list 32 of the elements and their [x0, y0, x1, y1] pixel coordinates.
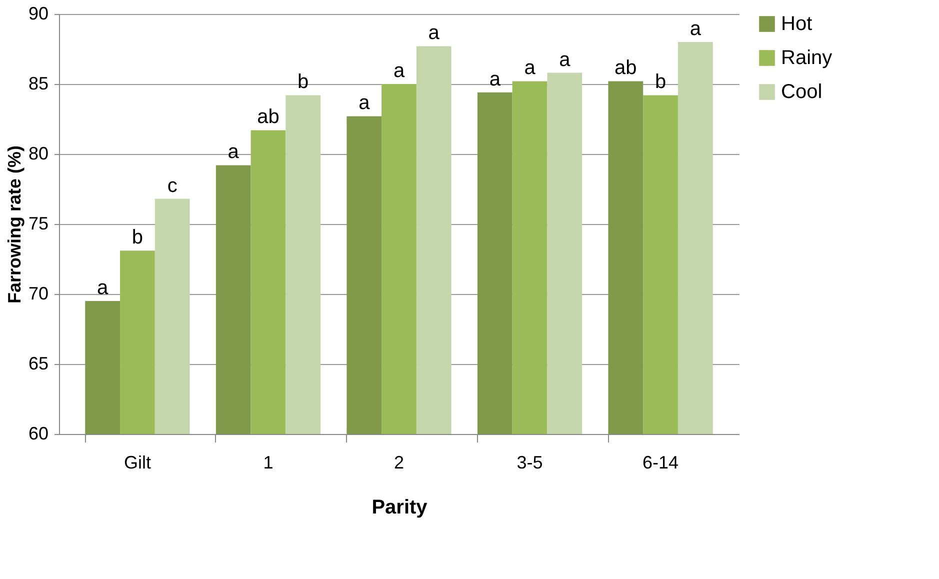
y-tick-label: 60 [28, 424, 48, 444]
data-label: ab [614, 57, 637, 80]
data-label: a [358, 92, 371, 114]
y-tick-label: 90 [28, 4, 48, 24]
x-tick-label: 6-14 [642, 452, 679, 472]
data-label: a [489, 68, 502, 90]
x-tick-label: 1 [263, 452, 274, 472]
data-label: b [298, 71, 309, 94]
legend-label: Rainy [781, 47, 832, 69]
data-label: a [559, 48, 572, 71]
data-label: ab [257, 106, 280, 128]
x-axis-title: Parity [372, 496, 428, 518]
data-label: c [167, 174, 178, 197]
y-axis-title: Farrowing rate (%) [4, 145, 24, 304]
x-tick-label: Gilt [124, 452, 151, 472]
y-tick-label: 70 [28, 284, 48, 304]
legend-label: Cool [781, 81, 822, 103]
legend-label: Hot [781, 13, 813, 35]
x-tick-label: 2 [394, 452, 404, 472]
y-tick-label: 80 [28, 144, 48, 164]
data-label: a [393, 60, 406, 82]
data-label: b [654, 71, 666, 94]
y-tick-label: 75 [28, 214, 48, 234]
data-label: a [690, 18, 702, 40]
data-label: a [228, 141, 240, 164]
y-tick-label: 85 [28, 74, 48, 94]
y-tick-label: 65 [28, 354, 48, 374]
data-label: b [132, 226, 144, 249]
data-label: a [524, 57, 536, 80]
x-tick-label: 3-5 [516, 452, 543, 472]
data-label: a [97, 277, 110, 299]
data-label: a [428, 22, 440, 44]
